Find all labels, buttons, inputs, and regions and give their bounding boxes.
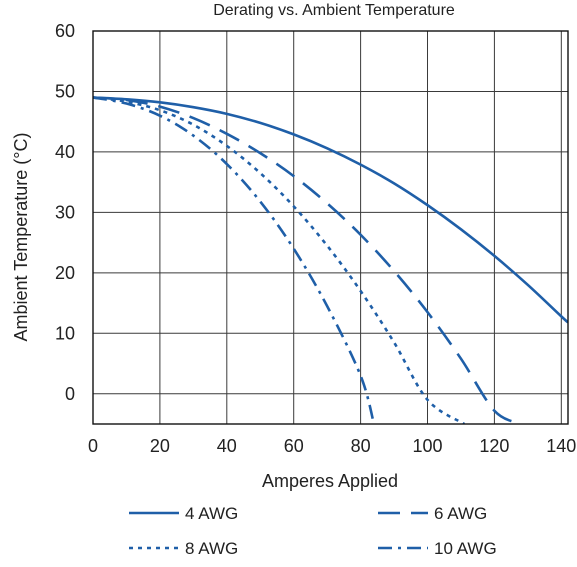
- x-tick-label: 40: [217, 436, 237, 456]
- x-tick-label: 100: [412, 436, 442, 456]
- legend-label-4: 10 AWG: [434, 539, 497, 558]
- series-line-4: [93, 96, 376, 424]
- x-tick-label: 140: [546, 436, 576, 456]
- grid-lines: [93, 31, 568, 424]
- y-tick-labels: 0 10 20 30 40 50 60: [55, 21, 75, 404]
- legend-label-3: 8 AWG: [185, 539, 238, 558]
- x-tick-label: 0: [88, 436, 98, 456]
- legend-label-1: 4 AWG: [185, 504, 238, 523]
- plot-frame: [92, 30, 569, 425]
- x-tick-label: 80: [351, 436, 371, 456]
- series-lines: [93, 96, 568, 424]
- x-tick-label: 20: [150, 436, 170, 456]
- legend-label-2: 6 AWG: [434, 504, 487, 523]
- y-tick-label: 0: [65, 384, 75, 404]
- series-line-2: [93, 96, 522, 424]
- y-tick-label: 10: [55, 323, 75, 343]
- y-axis-label: Ambient Temperature (°C): [11, 133, 31, 342]
- series-line-1: [93, 96, 568, 324]
- y-tick-label: 40: [55, 142, 75, 162]
- y-tick-label: 60: [55, 21, 75, 41]
- x-axis-label: Amperes Applied: [262, 471, 398, 491]
- chart-title: Derating vs. Ambient Temperature: [213, 2, 455, 19]
- series-line-3: [93, 96, 466, 424]
- x-tick-labels: 0 20 40 60 80 100 120 140: [88, 436, 576, 456]
- y-tick-label: 20: [55, 263, 75, 283]
- y-tick-label: 50: [55, 81, 75, 101]
- y-tick-label: 30: [55, 202, 75, 222]
- legend: 4 AWG 6 AWG 8 AWG 10 AWG: [129, 504, 497, 558]
- x-tick-label: 120: [479, 436, 509, 456]
- x-tick-label: 60: [284, 436, 304, 456]
